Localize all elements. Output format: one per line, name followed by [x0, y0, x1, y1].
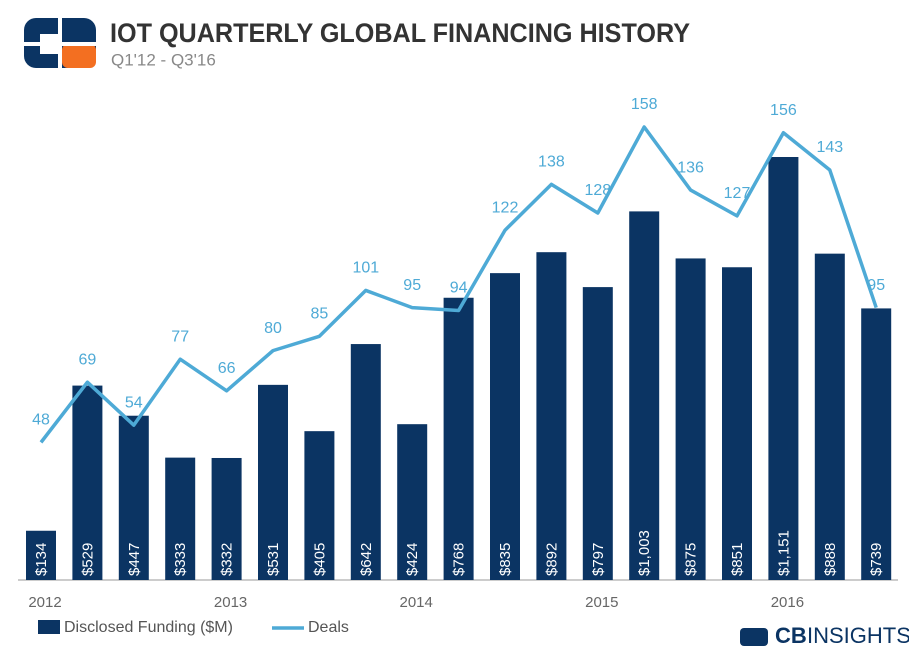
bar-value-label: $531 [265, 543, 282, 576]
brand: INSIGHTS [807, 623, 909, 648]
bar [397, 424, 428, 580]
deals-label: 101 [352, 260, 379, 277]
x-tick-label: 2014 [400, 594, 433, 611]
deals-label: 66 [218, 360, 236, 377]
bar [304, 431, 335, 580]
bar [536, 252, 567, 580]
bar [26, 530, 56, 580]
deals-label: 54 [125, 394, 143, 411]
bar-value-label: $529 [79, 543, 96, 576]
bar [165, 457, 196, 580]
chart-title: IOT QUARTERLY GLOBAL FINANCING HISTORY [110, 18, 690, 48]
bar-value-label: $797 [590, 543, 607, 576]
brand-bold: CB [775, 623, 807, 648]
deals-label: 77 [171, 328, 189, 345]
bar [72, 385, 103, 580]
bar [582, 287, 613, 580]
bar [211, 457, 242, 580]
deals-label: 128 [584, 182, 611, 199]
deals-label: 122 [492, 199, 519, 216]
x-tick-label: 2013 [214, 594, 247, 611]
deals-label: 143 [816, 139, 843, 156]
deals-label: 158 [631, 96, 658, 113]
bar-value-label: $642 [358, 543, 375, 576]
deals-label: 136 [677, 159, 704, 176]
bar-value-label: $1,003 [636, 530, 653, 576]
logo-accent [62, 44, 96, 68]
deals-label: 156 [770, 102, 797, 119]
deals-label: 127 [724, 185, 751, 202]
bar-value-label: $768 [451, 543, 468, 576]
bar-value-label: $835 [497, 543, 514, 576]
deals-label: 69 [79, 351, 97, 368]
deals-line [39, 125, 878, 444]
deals-label: 48 [32, 412, 50, 429]
bar [768, 157, 799, 580]
bar [861, 308, 892, 580]
bar [490, 273, 520, 580]
bar [814, 253, 845, 580]
x-tick-label: 2015 [585, 594, 618, 611]
bar-value-label: $851 [729, 543, 746, 576]
bar [722, 267, 752, 580]
bar [118, 415, 149, 580]
deals-label: 138 [538, 154, 565, 171]
legend-label: Deals [308, 619, 349, 636]
bar [675, 258, 706, 580]
bar [443, 297, 474, 580]
bar-value-label: $739 [868, 543, 885, 576]
deals-label: 95 [403, 277, 421, 294]
deals-label: 85 [311, 306, 329, 323]
deals-label: 95 [867, 277, 885, 294]
x-tick-label: 2012 [28, 594, 61, 611]
brand-icon [740, 628, 768, 646]
bar-value-label: $333 [172, 543, 189, 576]
deals-label: 94 [450, 280, 468, 297]
bar-value-label: $134 [33, 543, 50, 576]
bar-value-label: $405 [311, 543, 328, 576]
bar-value-label: $892 [543, 543, 560, 576]
logo [24, 18, 96, 68]
bar-value-label: $1,151 [775, 530, 792, 576]
logo-gap [24, 42, 96, 46]
bar [350, 344, 381, 580]
legend-swatch [38, 620, 60, 634]
bar-value-label: $888 [822, 543, 839, 576]
legend-label: Disclosed Funding ($M) [64, 619, 233, 636]
x-tick-label: 2016 [771, 594, 804, 611]
bar [629, 211, 660, 580]
deals-label: 80 [264, 320, 282, 337]
bar-value-label: $875 [683, 543, 700, 576]
bar [258, 384, 288, 580]
bar-value-label: $447 [126, 543, 143, 576]
bar-value-label: $332 [219, 543, 236, 576]
bar-value-label: $424 [404, 543, 421, 576]
chart-subtitle: Q1'12 - Q3'16 [111, 50, 216, 69]
